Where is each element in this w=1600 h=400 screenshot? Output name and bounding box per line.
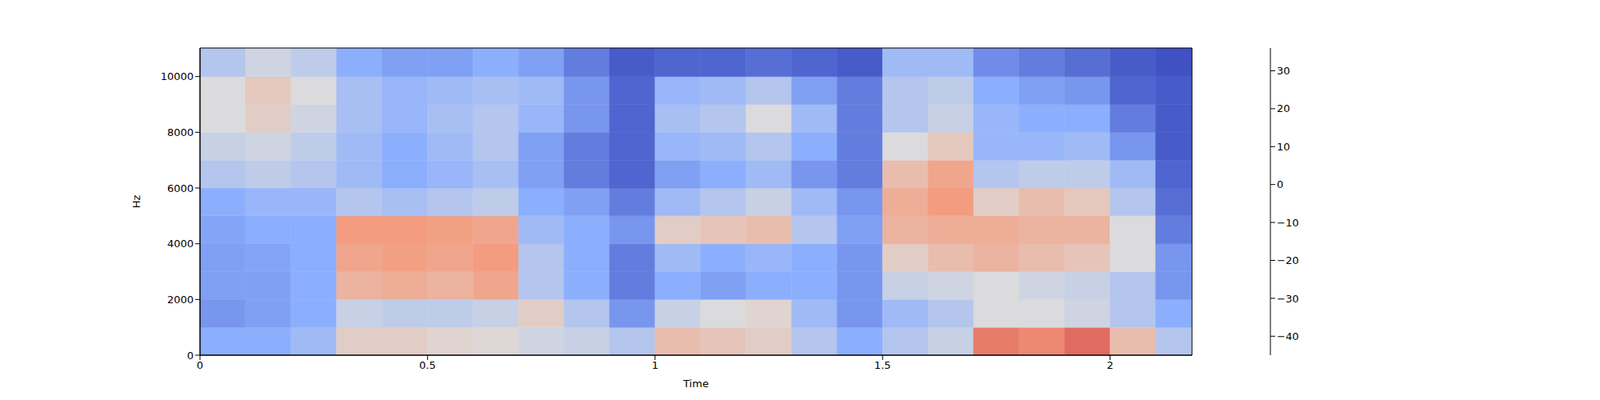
svg-text:0: 0 — [1276, 178, 1284, 191]
svg-text:2: 2 — [1106, 359, 1113, 372]
svg-text:8000: 8000 — [167, 126, 194, 139]
svg-text:−20: −20 — [1276, 254, 1299, 267]
svg-text:4000: 4000 — [167, 237, 194, 250]
svg-text:Hz: Hz — [130, 195, 143, 209]
svg-text:−10: −10 — [1276, 216, 1299, 229]
svg-text:2000: 2000 — [167, 293, 194, 306]
svg-text:−30: −30 — [1276, 292, 1299, 305]
svg-text:0: 0 — [196, 359, 204, 372]
svg-text:0: 0 — [187, 349, 194, 362]
svg-text:1.5: 1.5 — [874, 359, 892, 372]
svg-text:0.5: 0.5 — [419, 359, 436, 372]
svg-text:−40: −40 — [1276, 330, 1299, 343]
svg-text:Time: Time — [682, 377, 709, 390]
svg-text:6000: 6000 — [167, 182, 194, 195]
svg-text:1: 1 — [652, 359, 659, 372]
svg-text:20: 20 — [1276, 102, 1291, 115]
svg-text:10: 10 — [1276, 140, 1291, 153]
svg-text:10000: 10000 — [160, 70, 194, 83]
svg-text:30: 30 — [1276, 64, 1291, 77]
